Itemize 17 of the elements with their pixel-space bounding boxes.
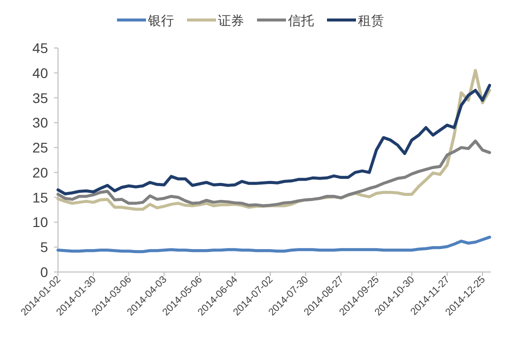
y-tick-label: 40 (32, 64, 48, 81)
line-series (56, 236, 492, 254)
legend-label: 租赁 (358, 13, 384, 28)
legend-label: 银行 (147, 13, 174, 28)
y-tick-label: 35 (32, 90, 48, 106)
y-tick-label: 5 (40, 239, 48, 256)
y-tick-label: 25 (32, 140, 48, 156)
y-tick-label: 10 (32, 214, 48, 230)
y-tick-label: 20 (32, 164, 48, 180)
legend-label: 信托 (288, 13, 314, 28)
line-series (56, 140, 492, 208)
y-tick-label: 0 (40, 264, 48, 280)
legend-label: 证券 (218, 13, 244, 28)
line-series (56, 84, 492, 196)
y-tick-label: 15 (32, 189, 48, 206)
y-tick-label: 45 (32, 40, 48, 56)
y-tick-label: 30 (32, 114, 48, 131)
